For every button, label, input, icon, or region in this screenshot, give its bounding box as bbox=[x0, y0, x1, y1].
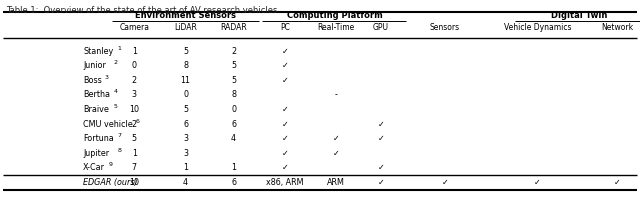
Text: 0: 0 bbox=[231, 105, 236, 114]
Text: -: - bbox=[335, 90, 337, 99]
Text: 6: 6 bbox=[183, 120, 188, 129]
Text: Junior: Junior bbox=[83, 61, 106, 70]
Text: Digital Twin: Digital Twin bbox=[551, 11, 607, 20]
Text: Environment Sensors: Environment Sensors bbox=[135, 11, 236, 20]
Text: 7: 7 bbox=[132, 163, 137, 172]
Text: ✓: ✓ bbox=[282, 149, 288, 158]
Text: Camera: Camera bbox=[120, 23, 149, 32]
Text: 3: 3 bbox=[132, 90, 137, 99]
Text: ✓: ✓ bbox=[378, 120, 384, 129]
Text: ✓: ✓ bbox=[378, 163, 384, 172]
Text: CMU vehicle: CMU vehicle bbox=[83, 120, 133, 129]
Text: Fortuna: Fortuna bbox=[83, 134, 114, 143]
Text: 8: 8 bbox=[118, 148, 122, 153]
Text: 3: 3 bbox=[104, 75, 108, 80]
Text: PC: PC bbox=[280, 23, 290, 32]
Text: 8: 8 bbox=[183, 61, 188, 70]
Text: ✓: ✓ bbox=[282, 134, 288, 143]
Text: 4: 4 bbox=[231, 134, 236, 143]
Text: Computing Platform: Computing Platform bbox=[287, 11, 382, 20]
Text: Network: Network bbox=[602, 23, 634, 32]
Text: 5: 5 bbox=[231, 61, 236, 70]
Text: 2: 2 bbox=[231, 47, 236, 56]
Text: 0: 0 bbox=[132, 61, 137, 70]
Text: ✓: ✓ bbox=[333, 134, 339, 143]
Text: ✓: ✓ bbox=[282, 76, 288, 85]
Text: ✓: ✓ bbox=[442, 178, 448, 187]
Text: 9: 9 bbox=[109, 162, 113, 167]
Text: 8: 8 bbox=[231, 90, 236, 99]
Text: 1: 1 bbox=[183, 163, 188, 172]
Text: ✓: ✓ bbox=[333, 149, 339, 158]
Text: 6: 6 bbox=[231, 178, 236, 187]
Text: 1: 1 bbox=[132, 47, 137, 56]
Text: Vehicle Dynamics: Vehicle Dynamics bbox=[504, 23, 572, 32]
Text: 1: 1 bbox=[132, 149, 137, 158]
Text: Jupiter: Jupiter bbox=[83, 149, 109, 158]
Text: x86, ARM: x86, ARM bbox=[266, 178, 303, 187]
Text: 10: 10 bbox=[129, 178, 140, 187]
Text: ✓: ✓ bbox=[282, 120, 288, 129]
Text: ✓: ✓ bbox=[282, 61, 288, 70]
Text: ARM: ARM bbox=[327, 178, 345, 187]
Text: 2: 2 bbox=[132, 76, 137, 85]
Text: 2: 2 bbox=[132, 120, 137, 129]
Text: Bertha: Bertha bbox=[83, 90, 110, 99]
Text: 4: 4 bbox=[113, 89, 117, 94]
Text: ✓: ✓ bbox=[378, 134, 384, 143]
Text: X-Car: X-Car bbox=[83, 163, 105, 172]
Text: 3: 3 bbox=[183, 134, 188, 143]
Text: Sensors: Sensors bbox=[429, 23, 460, 32]
Text: ✓: ✓ bbox=[282, 105, 288, 114]
Text: Stanley: Stanley bbox=[83, 47, 113, 56]
Text: LiDAR: LiDAR bbox=[174, 23, 197, 32]
Text: RADAR: RADAR bbox=[220, 23, 247, 32]
Text: Boss: Boss bbox=[83, 76, 102, 85]
Text: 1: 1 bbox=[118, 46, 122, 51]
Text: 6: 6 bbox=[231, 120, 236, 129]
Text: ✓: ✓ bbox=[282, 163, 288, 172]
Text: ✓: ✓ bbox=[614, 178, 621, 187]
Text: 5: 5 bbox=[183, 47, 188, 56]
Text: 4: 4 bbox=[183, 178, 188, 187]
Text: 1: 1 bbox=[231, 163, 236, 172]
Text: 11: 11 bbox=[180, 76, 191, 85]
Text: ✓: ✓ bbox=[378, 178, 384, 187]
Text: ✓: ✓ bbox=[282, 47, 288, 56]
Text: 5: 5 bbox=[183, 105, 188, 114]
Text: Braive: Braive bbox=[83, 105, 109, 114]
Text: 5: 5 bbox=[113, 104, 117, 109]
Text: 0: 0 bbox=[183, 90, 188, 99]
Text: GPU: GPU bbox=[372, 23, 388, 32]
Text: 6: 6 bbox=[136, 119, 140, 124]
Text: Table 1:  Overview of the state of the art of AV research vehicles.: Table 1: Overview of the state of the ar… bbox=[6, 6, 280, 15]
Text: 3: 3 bbox=[183, 149, 188, 158]
Text: 7: 7 bbox=[118, 133, 122, 138]
Text: ✓: ✓ bbox=[534, 178, 541, 187]
Text: Real-Time: Real-Time bbox=[317, 23, 355, 32]
Text: 2: 2 bbox=[113, 60, 117, 65]
Text: 5: 5 bbox=[132, 134, 137, 143]
Text: EDGAR (ours): EDGAR (ours) bbox=[83, 178, 138, 187]
Text: 10: 10 bbox=[129, 105, 140, 114]
Text: 5: 5 bbox=[231, 76, 236, 85]
